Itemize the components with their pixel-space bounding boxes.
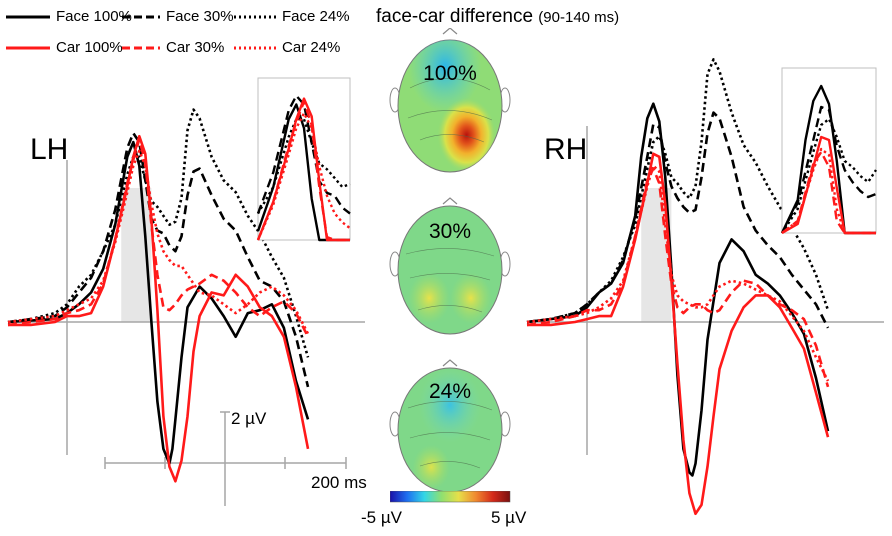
trace-lh-face-100 [7,140,310,465]
colorbar-min-label: -5 µV [361,508,402,527]
chart-title-window: (90-140 ms) [538,9,620,26]
topo-contours-30 [405,248,495,313]
legend-label-face-30: Face 30% [166,8,234,25]
hemisphere-label-lh: LH [30,133,69,166]
inset-trace-lh-car-24 [256,112,351,241]
colorbar-max-label: 5 µV [491,508,527,527]
legend-car-24: Car 24% [234,39,340,56]
topo-head-100 [389,28,511,173]
topo-head-30 [389,197,511,335]
scale-label-time: 200 ms [311,473,367,492]
legend-line-face-24 [234,15,276,18]
topo-positive-24 [398,368,502,492]
inset-trace-rh-face-24 [780,117,878,234]
inset-trace-rh-car-24 [781,147,876,235]
legend-line-car-100 [6,46,50,49]
legend-line-car-30 [122,46,160,49]
legend-label-face-24: Face 24% [282,8,350,25]
traces-lh [7,108,310,483]
inset-trace-rh-car-30 [781,150,876,235]
colorbar-gradient [390,491,511,503]
inset-lh [256,77,351,242]
inset-traces-lh [256,94,351,242]
topo-nose-100 [442,28,458,35]
legend-label-car-30: Car 30% [166,39,225,56]
topo-positive-30b [398,206,502,334]
topo-positive-100 [398,40,502,172]
legend-face-24: Face 24% [234,8,350,25]
trace-lh-car-24 [7,149,310,335]
trace-rh-face-24 [526,58,830,324]
topography-column: 100% 30% 24% [389,28,511,493]
legend-car-30: Car 30% [122,39,224,56]
colorbar [390,491,511,503]
topo-contours-100 [407,78,493,143]
legend-face-30: Face 30% [122,8,234,25]
inset-traces-rh [780,84,878,235]
chart-title-text: face-car difference [376,6,534,27]
trace-lh-face-24 [7,108,310,358]
legend-line-car-24 [234,46,276,49]
topo-nose-24 [442,359,458,367]
chart-title: face-car difference (90-140 ms) [376,6,619,28]
scale-label-amplitude: 2 µV [231,409,267,428]
legend-face-100: Face 100% [6,8,132,25]
topo-nose-30 [442,197,458,205]
inset-rh [780,67,878,235]
legend-line-face-100 [6,15,50,18]
topo-label-100: 100% [423,62,477,85]
topo-label-30: 30% [429,220,471,243]
topo-contours-24 [407,401,493,469]
inset-trace-lh-car-30 [256,100,350,242]
legend-label-face-100: Face 100% [56,8,132,25]
trace-lh-face-30 [7,131,310,388]
inset-trace-lh-face-30 [256,94,351,215]
trace-rh-face-30 [526,111,830,329]
inset-trace-lh-face-24 [256,117,351,215]
trace-lh-car-100 [8,134,310,483]
scale-bar [104,411,347,506]
inset-trace-rh-face-30 [780,105,877,234]
legend-car-100: Car 100% [6,39,123,56]
legend-label-car-100: Car 100% [56,39,123,56]
legend-label-car-24: Car 24% [282,39,341,56]
hemisphere-label-rh: RH [544,133,588,166]
traces-rh [526,58,830,516]
legend-line-face-30 [122,15,160,18]
topo-label-24: 24% [429,380,471,403]
trace-rh-car-24 [526,164,830,382]
topo-head-24 [389,359,511,493]
trace-lh-car-30 [7,137,310,338]
